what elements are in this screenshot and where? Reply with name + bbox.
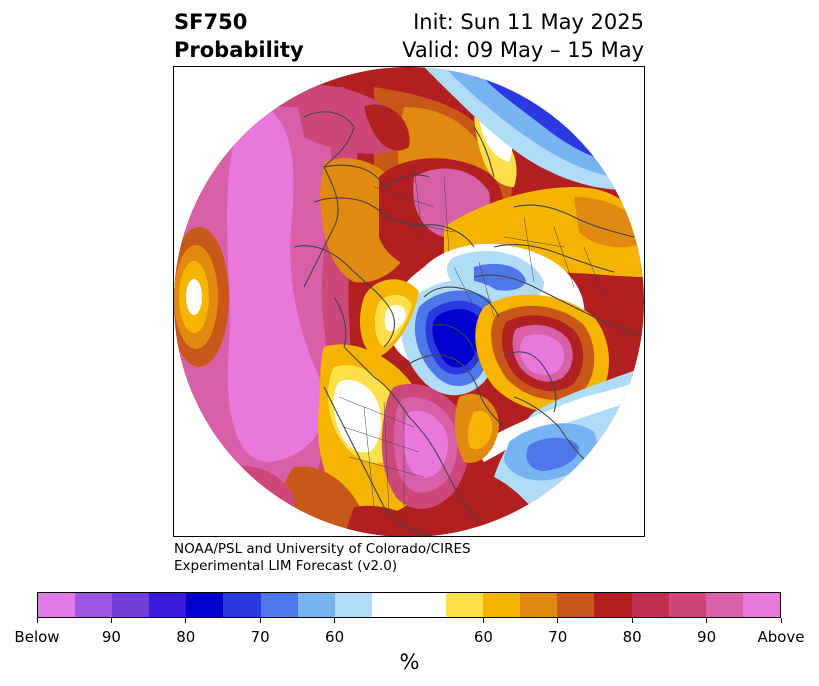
colorbar-swatch (149, 593, 187, 617)
colorbar-tick-label: 90 (697, 628, 717, 646)
colorbar-swatch (520, 593, 558, 617)
colorbar-tick-mark (185, 618, 187, 623)
polar-map-svg (174, 67, 644, 536)
colorbar-swatch (38, 593, 76, 617)
colorbar-swatch (446, 593, 484, 617)
colorbar-tick-label: 80 (622, 628, 642, 646)
credit-line1: NOAA/PSL and University of Colorado/CIRE… (174, 541, 471, 557)
colorbar (37, 592, 781, 618)
colorbar-swatch (483, 593, 521, 617)
title-quantity: Probability (174, 38, 304, 62)
colorbar-swatch (705, 593, 743, 617)
colorbar-swatch (334, 593, 372, 617)
colorbar-swatch (186, 593, 224, 617)
colorbar-tick-label: 90 (101, 628, 121, 646)
chart-dates: Init: Sun 11 May 2025 Valid: 09 May – 15… (402, 8, 644, 64)
colorbar-tick-label: Above (757, 628, 805, 646)
colorbar-tick-mark (557, 618, 559, 623)
colorbar-tick-mark (780, 618, 782, 623)
colorbar-swatch (75, 593, 113, 617)
colorbar-tick-label: 70 (548, 628, 568, 646)
colorbar-swatch (112, 593, 150, 617)
colorbar-tick-label: Below (14, 628, 60, 646)
coastlines (293, 106, 644, 536)
colorbar-tick-label: 60 (473, 628, 493, 646)
colorbar-swatch (631, 593, 669, 617)
probability-map (173, 66, 645, 537)
colorbar-swatch (408, 593, 447, 617)
colorbar-swatch (557, 593, 595, 617)
colorbar-swatch (223, 593, 261, 617)
colorbar-swatch (371, 593, 409, 617)
colorbar-tick-label: 80 (176, 628, 196, 646)
colorbar-swatch (668, 593, 706, 617)
colorbar-units: % (399, 650, 420, 674)
title-variable: SF750 (174, 10, 248, 34)
chart-title: SF750 Probability (174, 8, 304, 64)
colorbar-tick-label: 70 (250, 628, 270, 646)
political-borders (338, 166, 605, 517)
colorbar-tick-mark (259, 618, 261, 623)
init-date: Init: Sun 11 May 2025 (413, 10, 644, 34)
colorbar-tick-mark (334, 618, 336, 623)
colorbar-tick-mark (36, 618, 38, 623)
credit-line2: Experimental LIM Forecast (v2.0) (174, 558, 398, 574)
colorbar-tick-mark (482, 618, 484, 623)
colorbar-tick-mark (631, 618, 633, 623)
credit-text: NOAA/PSL and University of Colorado/CIRE… (174, 541, 471, 575)
colorbar-tick-mark (110, 618, 112, 623)
colorbar-swatch (742, 593, 780, 617)
colorbar-swatch (297, 593, 335, 617)
colorbar-tick-label: 60 (325, 628, 345, 646)
valid-range: Valid: 09 May – 15 May (402, 38, 644, 62)
colorbar-swatch (260, 593, 298, 617)
probability-field (174, 67, 644, 536)
colorbar-swatch (594, 593, 632, 617)
colorbar-tick-mark (706, 618, 708, 623)
